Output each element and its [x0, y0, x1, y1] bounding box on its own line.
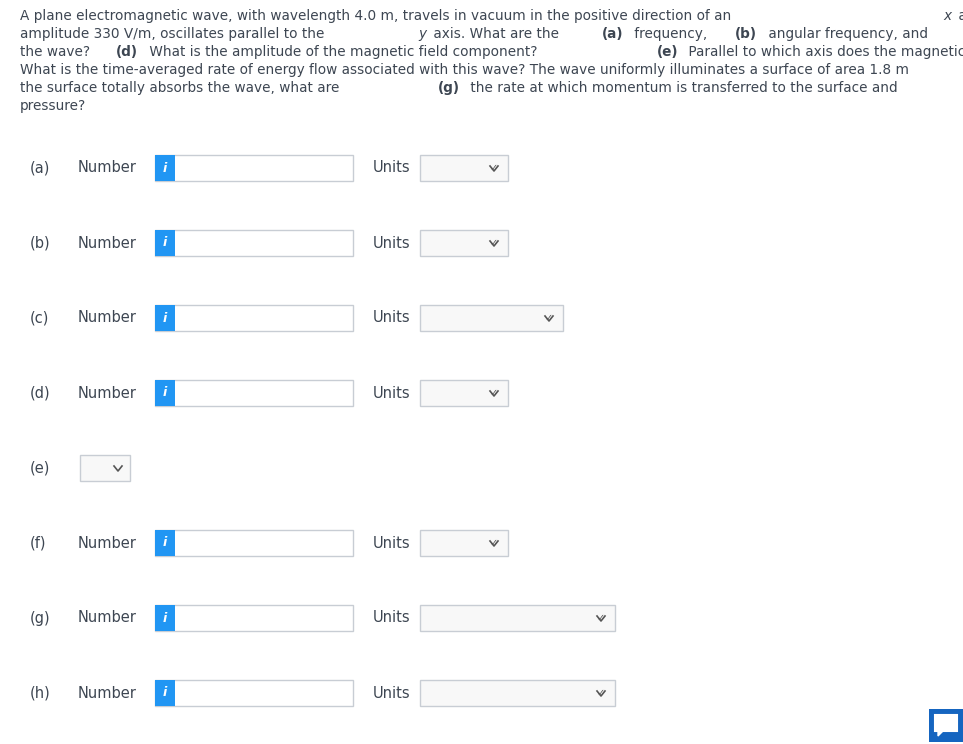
- Bar: [155, 605, 175, 631]
- Text: the wave?: the wave?: [20, 45, 94, 59]
- Text: (e): (e): [30, 461, 50, 475]
- Text: ✓: ✓: [545, 313, 553, 323]
- Text: Units: Units: [373, 536, 410, 551]
- Text: axis. The electric field, of: axis. The electric field, of: [954, 9, 963, 23]
- Bar: [155, 380, 353, 406]
- Text: (h): (h): [30, 685, 51, 701]
- Bar: [155, 530, 175, 556]
- Text: i: i: [163, 237, 168, 249]
- Text: (c): (c): [30, 310, 49, 326]
- Bar: [155, 230, 175, 256]
- Text: Number: Number: [78, 236, 137, 251]
- Text: Number: Number: [78, 161, 137, 176]
- Bar: [420, 305, 563, 331]
- Bar: [80, 455, 130, 481]
- Text: ✓: ✓: [490, 388, 498, 398]
- Text: What is the time-averaged rate of energy flow associated with this wave? The wav: What is the time-averaged rate of energy…: [20, 63, 909, 77]
- Text: (f): (f): [30, 536, 46, 551]
- Text: Number: Number: [78, 611, 137, 626]
- Text: the rate at which momentum is transferred to the surface and: the rate at which momentum is transferre…: [466, 81, 902, 95]
- Text: i: i: [163, 536, 168, 550]
- Text: i: i: [163, 536, 168, 550]
- Text: amplitude 330 V/m, oscillates parallel to the: amplitude 330 V/m, oscillates parallel t…: [20, 27, 328, 41]
- Text: Units: Units: [373, 385, 410, 400]
- Text: Number: Number: [78, 685, 137, 701]
- Bar: [420, 155, 508, 181]
- Text: ✓: ✓: [490, 163, 498, 173]
- Text: i: i: [163, 161, 168, 175]
- Text: ✓: ✓: [597, 688, 605, 698]
- Text: (b): (b): [30, 236, 51, 251]
- Bar: [420, 530, 508, 556]
- Text: i: i: [163, 312, 168, 324]
- Text: frequency,: frequency,: [630, 27, 712, 41]
- Bar: [420, 380, 508, 406]
- Bar: [155, 305, 175, 331]
- Text: i: i: [163, 612, 168, 624]
- Text: i: i: [163, 312, 168, 324]
- Text: i: i: [163, 687, 168, 699]
- Text: i: i: [163, 386, 168, 400]
- Text: Units: Units: [373, 161, 410, 176]
- Polygon shape: [938, 731, 943, 736]
- Text: (g): (g): [438, 81, 459, 95]
- Bar: [155, 530, 353, 556]
- Text: (b): (b): [736, 27, 757, 41]
- Text: What is the amplitude of the magnetic field component?: What is the amplitude of the magnetic fi…: [144, 45, 541, 59]
- Text: ✓: ✓: [490, 538, 498, 548]
- Text: Number: Number: [78, 536, 137, 551]
- Bar: [420, 680, 615, 706]
- Text: (a): (a): [602, 27, 624, 41]
- Text: Units: Units: [373, 685, 410, 701]
- Text: (d): (d): [117, 45, 138, 59]
- Bar: [155, 155, 175, 181]
- Bar: [929, 709, 963, 742]
- Bar: [155, 380, 175, 406]
- Text: ✓: ✓: [490, 238, 498, 248]
- Bar: [155, 305, 353, 331]
- Text: A plane electromagnetic wave, with wavelength 4.0 m, travels in vacuum in the po: A plane electromagnetic wave, with wavel…: [20, 9, 736, 23]
- Text: axis. What are the: axis. What are the: [429, 27, 563, 41]
- Bar: [155, 230, 353, 256]
- Bar: [155, 680, 175, 706]
- Text: Parallel to which axis does the magnetic field oscillate?: Parallel to which axis does the magnetic…: [685, 45, 963, 59]
- Bar: [155, 680, 353, 706]
- Text: Units: Units: [373, 611, 410, 626]
- Bar: [155, 230, 175, 256]
- Text: i: i: [163, 237, 168, 249]
- Text: (d): (d): [30, 385, 51, 400]
- Text: i: i: [163, 612, 168, 624]
- Text: Units: Units: [373, 236, 410, 251]
- Text: (g): (g): [30, 611, 51, 626]
- Bar: [155, 530, 175, 556]
- Bar: [155, 380, 175, 406]
- Text: i: i: [163, 386, 168, 400]
- Text: x: x: [944, 9, 951, 23]
- Text: (a): (a): [30, 161, 50, 176]
- Bar: [935, 715, 957, 731]
- Bar: [155, 305, 175, 331]
- Text: Number: Number: [78, 385, 137, 400]
- Text: i: i: [163, 161, 168, 175]
- Text: (e): (e): [657, 45, 678, 59]
- Text: Units: Units: [373, 310, 410, 326]
- Bar: [420, 605, 615, 631]
- Bar: [155, 155, 175, 181]
- Text: ✓: ✓: [597, 613, 605, 623]
- Text: the surface totally absorbs the wave, what are: the surface totally absorbs the wave, wh…: [20, 81, 344, 95]
- Text: i: i: [163, 687, 168, 699]
- Bar: [155, 155, 353, 181]
- Text: y: y: [418, 27, 427, 41]
- Bar: [155, 605, 175, 631]
- Text: Number: Number: [78, 310, 137, 326]
- Bar: [420, 230, 508, 256]
- Bar: [155, 605, 353, 631]
- Text: angular frequency, and: angular frequency, and: [764, 27, 932, 41]
- Bar: [155, 680, 175, 706]
- Text: pressure?: pressure?: [20, 99, 87, 113]
